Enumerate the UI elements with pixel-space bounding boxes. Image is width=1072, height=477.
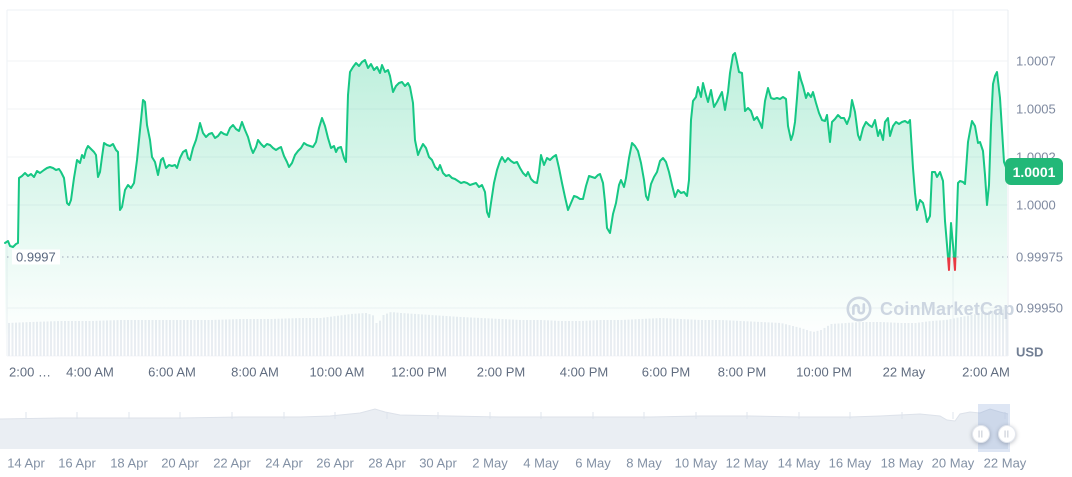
threshold-price-label: 0.9997 — [12, 249, 60, 265]
x-axis-tick-label: 22 May — [882, 364, 926, 380]
y-axis-tick-label: 1.0000 — [1016, 197, 1056, 213]
navigator-date-label: 16 May — [828, 455, 872, 471]
navigator-date-label: 2 May — [472, 455, 508, 471]
navigator-date-label: 22 May — [983, 455, 1027, 471]
navigator-date-label: 20 Apr — [161, 455, 199, 471]
navigator-left-handle[interactable]: || — [972, 425, 990, 443]
y-axis-tick-label: 1.0007 — [1016, 53, 1056, 69]
y-axis-tick-label: 0.99975 — [1016, 249, 1063, 265]
navigator-date-label: 14 Apr — [7, 455, 45, 471]
navigator-date-label: 8 May — [626, 455, 662, 471]
x-axis-tick-label: 6:00 PM — [641, 364, 691, 380]
navigator-date-label: 18 Apr — [110, 455, 148, 471]
price-area-fill — [5, 53, 1007, 356]
navigator-date-label: 20 May — [931, 455, 975, 471]
navigator[interactable] — [0, 404, 1010, 452]
navigator-date-label: 24 Apr — [265, 455, 303, 471]
x-axis-tick-label: 2:00 … — [9, 364, 51, 380]
x-axis-tick-label: 6:00 AM — [148, 364, 196, 380]
price-line — [4, 52, 1008, 258]
navigator-date-label: 22 Apr — [213, 455, 251, 471]
x-axis-tick-label: 8:00 AM — [231, 364, 279, 380]
current-price-badge: 1.0001 — [1005, 158, 1063, 185]
navigator-date-label: 28 Apr — [368, 455, 406, 471]
navigator-date-label: 14 May — [777, 455, 821, 471]
x-axis-tick-label: 10:00 PM — [796, 364, 852, 380]
navigator-date-label: 16 Apr — [58, 455, 96, 471]
navigator-date-label: 4 May — [523, 455, 559, 471]
currency-label: USD — [1016, 344, 1044, 360]
y-axis-tick-label: 0.99950 — [1016, 300, 1063, 316]
navigator-date-label: 18 May — [880, 455, 924, 471]
navigator-date-label: 26 Apr — [316, 455, 354, 471]
x-axis-tick-label: 4:00 PM — [559, 364, 609, 380]
y-axis-tick-label: 1.0005 — [1016, 101, 1056, 117]
x-axis-tick-label: 10:00 AM — [309, 364, 365, 380]
navigator-date-label: 30 Apr — [419, 455, 457, 471]
x-axis-tick-label: 2:00 PM — [476, 364, 526, 380]
x-axis-tick-label: 4:00 AM — [66, 364, 114, 380]
x-axis-tick-label: 2:00 AM — [962, 364, 1010, 380]
navigator-date-label: 6 May — [575, 455, 611, 471]
navigator-date-label: 12 May — [725, 455, 769, 471]
navigator-right-handle[interactable]: || — [998, 425, 1016, 443]
x-axis-tick-label: 8:00 PM — [717, 364, 767, 380]
x-axis-tick-label: 12:00 PM — [391, 364, 447, 380]
navigator-date-label: 10 May — [674, 455, 718, 471]
